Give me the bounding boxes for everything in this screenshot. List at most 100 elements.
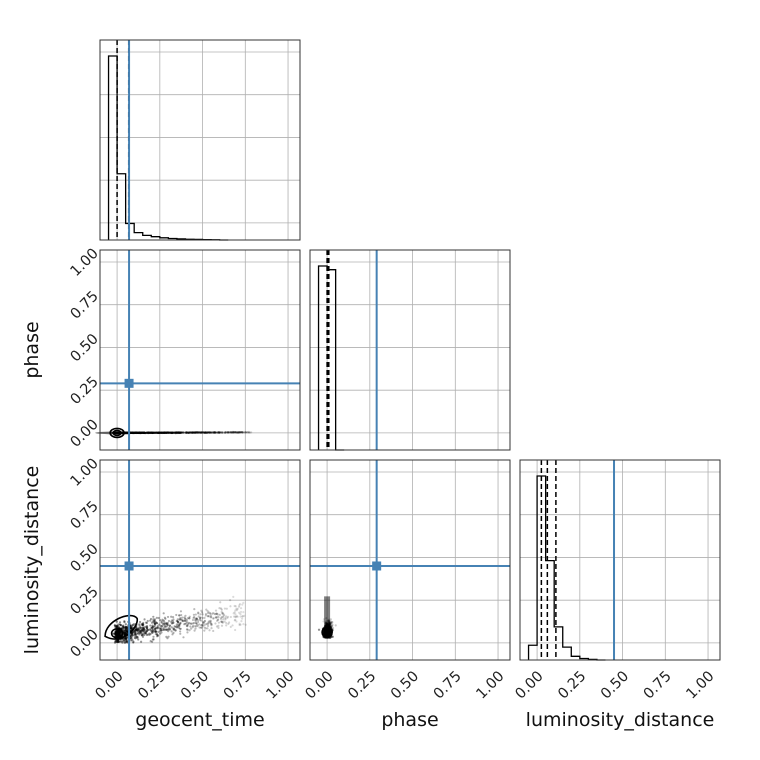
scatter-point (221, 612, 224, 615)
scatter-point (326, 634, 329, 637)
scatter-point (119, 624, 123, 627)
scatter-point (163, 620, 166, 623)
scatter-point (123, 620, 126, 623)
scatter-point (188, 617, 191, 620)
scatter-point (208, 431, 211, 434)
scatter-point (241, 431, 244, 434)
scatter-point (130, 627, 133, 630)
scatter-point (234, 613, 237, 616)
scatter-point (210, 627, 213, 630)
scatter-point (229, 625, 232, 628)
scatter-point (142, 630, 146, 633)
scatter-point (178, 431, 181, 434)
scatter-point (167, 431, 170, 434)
scatter-point (329, 625, 333, 628)
scatter-point (165, 431, 169, 434)
scatter-point (216, 618, 219, 621)
scatter-point (209, 614, 213, 617)
scatter-point (160, 629, 163, 632)
scatter-point (192, 431, 195, 434)
scatter-point (202, 431, 206, 434)
scatter-point (163, 625, 167, 629)
scatter-point (162, 627, 165, 630)
scatter-point (146, 619, 149, 623)
scatter-point (124, 640, 127, 643)
scatter-point (155, 431, 158, 434)
scatter-point (132, 623, 135, 626)
scatter-point (154, 628, 157, 631)
scatter-point (177, 431, 180, 434)
scatter-point (204, 431, 207, 434)
contour-inner (110, 628, 124, 639)
scatter-point (144, 621, 148, 624)
scatter-point (163, 431, 166, 434)
scatter-point (138, 628, 141, 631)
scatter-point (130, 633, 133, 637)
scatter-point (225, 621, 228, 625)
scatter-point (238, 623, 241, 627)
scatter-point (172, 621, 175, 624)
scatter-point (224, 431, 227, 434)
scatter-point (143, 431, 146, 434)
scatter-point (142, 431, 145, 435)
scatter-point (232, 430, 235, 433)
scatter-point (133, 633, 137, 636)
scatter-point (195, 618, 199, 621)
scatter-point (143, 431, 146, 434)
scatter-point (158, 431, 161, 434)
scatter-point (234, 615, 237, 618)
scatter-point (236, 607, 239, 610)
scatter-point (244, 431, 247, 434)
scatter-point (138, 629, 141, 632)
density-core (324, 596, 331, 635)
scatter-point (203, 431, 207, 434)
scatter-point (136, 629, 139, 632)
scatter-point (151, 625, 154, 628)
scatter-point (163, 431, 166, 435)
scatter-point (179, 630, 182, 633)
scatter-point (154, 630, 157, 634)
panel-geocent_time-vs-phase: 0.00 0.25 0.50 0.75 1.00 (68, 246, 301, 451)
scatter-point (130, 636, 133, 640)
scatter-point (136, 627, 139, 631)
scatter-point (195, 625, 198, 628)
scatter-point (218, 431, 222, 434)
scatter-point (149, 431, 153, 434)
scatter-point (146, 633, 150, 636)
scatter-point (179, 621, 182, 624)
scatter-point (156, 431, 159, 434)
scatter-point (220, 615, 224, 619)
scatter-point (188, 622, 191, 625)
scatter-point (203, 431, 206, 434)
scatter-point (197, 619, 200, 622)
scatter-point (188, 431, 191, 434)
scatter-point (239, 623, 242, 626)
scatter-point (195, 617, 199, 620)
scatter-point (186, 624, 189, 627)
scatter-point (138, 431, 141, 434)
scatter-point (119, 631, 122, 634)
scatter-point (168, 626, 171, 629)
scatter-point (191, 431, 195, 434)
scatter-point (212, 431, 216, 434)
scatter-point (177, 431, 180, 434)
scatter-point (146, 431, 149, 434)
scatter-point (236, 615, 239, 618)
scatter-point (124, 626, 127, 629)
scatter-point (217, 618, 220, 621)
scatter-point (226, 431, 229, 434)
scatter-point (192, 616, 195, 620)
scatter-point (148, 632, 151, 635)
panel-frame (309, 459, 511, 661)
scatter-point (174, 431, 177, 434)
scatter-point (242, 601, 245, 604)
scatter-point (194, 627, 197, 630)
scatter-point (170, 619, 173, 622)
scatter-points (112, 595, 247, 644)
scatter-point (247, 430, 250, 433)
scatter-point (330, 621, 333, 625)
scatter-point (200, 431, 203, 434)
scatter-point (160, 631, 163, 634)
scatter-point (206, 431, 209, 434)
scatter-point (216, 431, 219, 434)
